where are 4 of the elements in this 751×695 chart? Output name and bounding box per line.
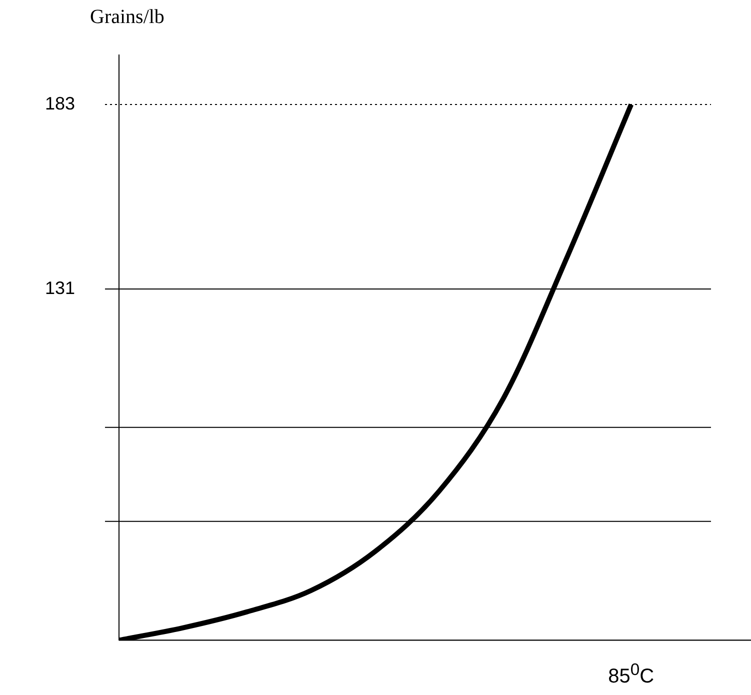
y-axis-title: Grains/lb [90,6,164,29]
y-tick-label: 183 [44,93,75,114]
x-axis-title: 85$^{0}$C [608,660,654,689]
y-tick-label: 131 [44,278,75,298]
